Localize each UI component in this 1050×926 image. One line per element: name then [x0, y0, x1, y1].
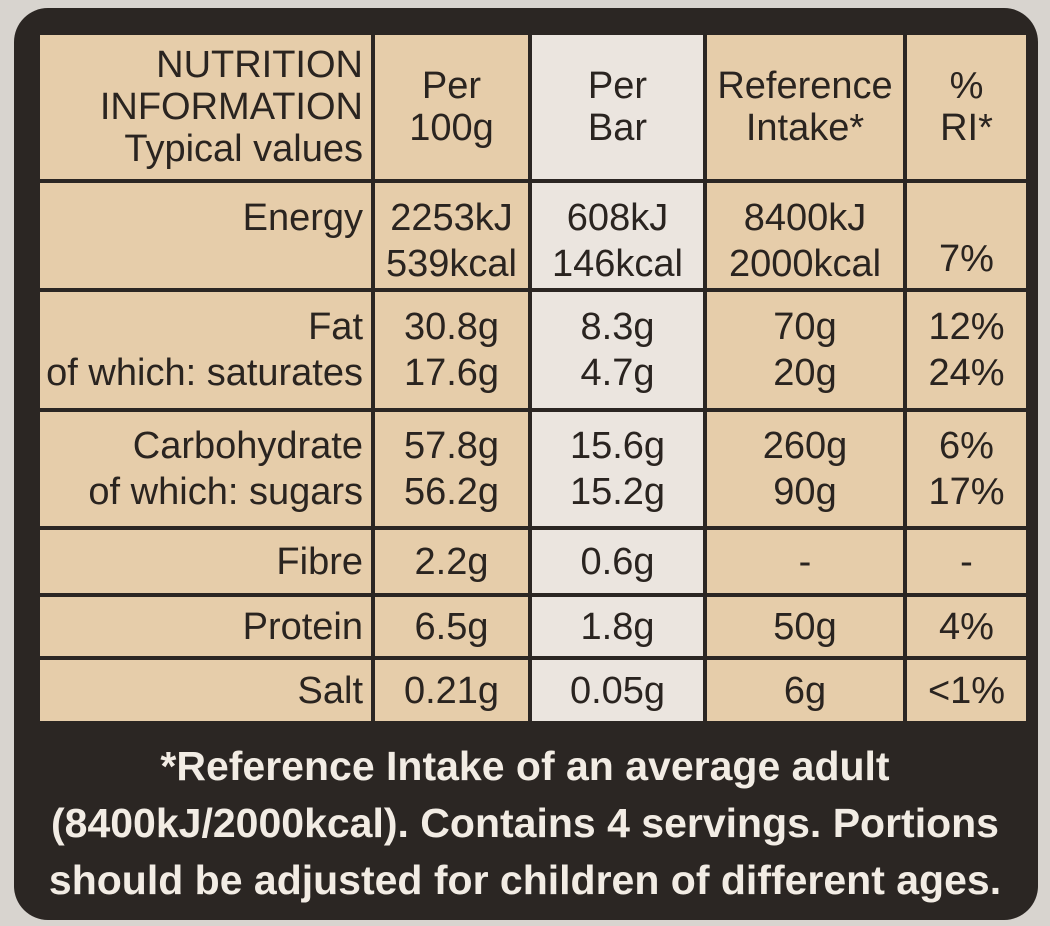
cell-text: 7%	[939, 238, 994, 280]
cell-text: Per	[587, 65, 648, 107]
cell-text: 57.8g	[403, 425, 500, 467]
cell-text: -	[798, 540, 812, 583]
cell-text: Typical values	[124, 128, 363, 170]
cell-text: 6g	[783, 669, 827, 712]
cell-text: 70g	[773, 306, 837, 348]
cell-text: -	[960, 540, 973, 583]
table-cell: 15.6g 15.2g	[532, 412, 703, 526]
cell-text: 0.21g	[403, 669, 500, 712]
table-cell: Fibre	[40, 530, 371, 593]
table-cell: 2.2g	[375, 530, 528, 593]
cell-text: Bar	[587, 107, 648, 149]
table-cell: -	[907, 530, 1026, 593]
cell-text: 17%	[928, 471, 1005, 513]
table-cell: Salt	[40, 660, 371, 721]
table-cell: Protein	[40, 597, 371, 656]
table-cell: Per 100g	[375, 35, 528, 179]
table-cell: Fat of which: saturates	[40, 292, 371, 408]
cell-text: Protein	[242, 605, 363, 648]
cell-text: 15.6g	[569, 425, 666, 467]
table-cell: 0.05g	[532, 660, 703, 721]
table-cell: 608kJ 146kcal	[532, 183, 703, 288]
cell-text: 90g	[773, 471, 837, 513]
table-cell: Per Bar	[532, 35, 703, 179]
table-cell: % RI*	[907, 35, 1026, 179]
table-cell: 1.8g	[532, 597, 703, 656]
cell-text: 20g	[773, 352, 837, 394]
table-cell: 6% 17%	[907, 412, 1026, 526]
footnote-line: *Reference Intake of an average adult	[160, 743, 890, 789]
cell-text: 0.6g	[580, 540, 655, 583]
cell-text: Intake*	[745, 107, 865, 149]
cell-text: Reference	[717, 65, 893, 107]
footnote-line: (8400kJ/2000kcal). Contains 4 servings. …	[51, 800, 999, 846]
table-cell: <1%	[907, 660, 1026, 721]
table-cell: 12% 24%	[907, 292, 1026, 408]
table-cell: Carbohydrate of which: sugars	[40, 412, 371, 526]
table-cell: 7%	[907, 183, 1026, 288]
footnote: *Reference Intake of an average adult (84…	[0, 738, 1050, 909]
cell-text: Carbohydrate	[132, 425, 363, 467]
cell-text: of which: saturates	[46, 352, 363, 394]
cell-text: 6%	[939, 425, 994, 467]
cell-text: Salt	[297, 669, 363, 712]
cell-text: 30.8g	[403, 306, 500, 348]
cell-text: 146kcal	[552, 243, 683, 285]
table-cell: 260g 90g	[707, 412, 903, 526]
table-cell: 8400kJ 2000kcal	[707, 183, 903, 288]
cell-text: 12%	[928, 306, 1005, 348]
table-cell: Energy	[40, 183, 371, 288]
cell-text: %	[949, 65, 984, 107]
table-cell: 6.5g	[375, 597, 528, 656]
cell-text: 24%	[928, 352, 1005, 394]
cell-text: 1.8g	[580, 605, 655, 648]
cell-text: 100g	[409, 107, 494, 149]
cell-text: Fat	[308, 306, 363, 348]
table-cell: 50g	[707, 597, 903, 656]
table-cell: 8.3g 4.7g	[532, 292, 703, 408]
table-cell: 70g 20g	[707, 292, 903, 408]
cell-text: 2.2g	[414, 540, 489, 583]
table-cell: -	[707, 530, 903, 593]
cell-text: INFORMATION	[99, 86, 363, 128]
table-cell: Reference Intake*	[707, 35, 903, 179]
cell-text: 0.05g	[569, 669, 666, 712]
cell-text: <1%	[927, 669, 1006, 712]
cell-text: Per	[421, 65, 482, 107]
cell-text: 539kcal	[386, 243, 517, 285]
table-cell: 57.8g 56.2g	[375, 412, 528, 526]
table-cell: 0.6g	[532, 530, 703, 593]
cell-text: 15.2g	[569, 471, 666, 513]
cell-text: 17.6g	[403, 352, 500, 394]
cell-text: NUTRITION	[156, 44, 363, 86]
table-cell: 6g	[707, 660, 903, 721]
cell-text: 4.7g	[580, 352, 655, 394]
cell-text: 8.3g	[580, 306, 655, 348]
cell-text: 56.2g	[403, 471, 500, 513]
cell-text: Energy	[242, 197, 363, 239]
cell-text: 6.5g	[414, 605, 489, 648]
table-cell: 2253kJ 539kcal	[375, 183, 528, 288]
table-cell: 0.21g	[375, 660, 528, 721]
table-cell: 4%	[907, 597, 1026, 656]
cell-text: RI*	[940, 107, 993, 149]
cell-text: 4%	[939, 605, 994, 648]
footnote-line: should be adjusted for children of diffe…	[48, 857, 1002, 903]
cell-text: 608kJ	[566, 197, 669, 239]
table-cell: 30.8g 17.6g	[375, 292, 528, 408]
cell-text: 2253kJ	[390, 197, 513, 239]
table-cell: NUTRITION INFORMATION Typical values	[40, 35, 371, 179]
cell-text: of which: sugars	[88, 471, 363, 513]
cell-text: 2000kcal	[728, 243, 882, 285]
cell-text: 260g	[762, 425, 848, 467]
cell-text: 8400kJ	[743, 197, 867, 239]
cell-text: Fibre	[276, 540, 363, 583]
cell-text: 50g	[773, 605, 837, 648]
